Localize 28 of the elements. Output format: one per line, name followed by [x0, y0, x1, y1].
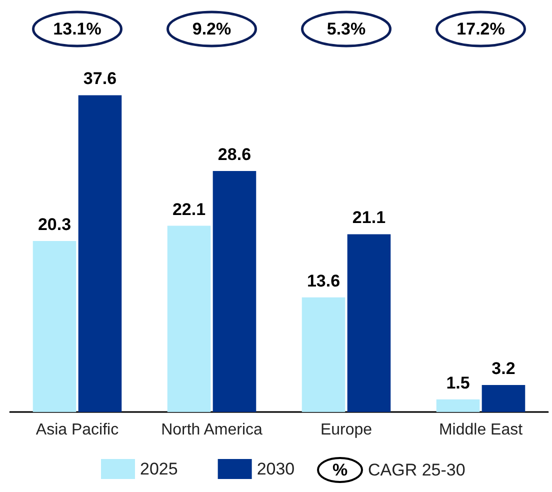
text: %	[332, 460, 348, 480]
data-label: 1.5	[446, 373, 470, 392]
data-label: 20.3	[38, 214, 72, 234]
bar	[167, 226, 211, 412]
text: 13.1%	[53, 20, 102, 38]
text: 5.3%	[326, 20, 366, 38]
x-tick-label: Europe	[320, 422, 372, 438]
bar	[212, 171, 256, 412]
data-label: 13.6	[306, 271, 340, 290]
text: CAGR 25-30	[368, 460, 466, 480]
data-label: 28.6	[218, 145, 252, 164]
data-label: 21.1	[352, 208, 386, 228]
x-tick-label: Middle East	[438, 422, 524, 438]
bar	[78, 95, 122, 412]
data-label: 3.2	[492, 359, 516, 378]
data-label: 22.1	[172, 200, 206, 219]
x-tick-label: North America	[161, 422, 263, 438]
bar	[347, 234, 391, 412]
x-tick-label: Asia Pacific	[36, 422, 119, 438]
bar	[32, 240, 76, 412]
legend-label: 2025	[140, 460, 178, 478]
bar	[482, 385, 526, 412]
bar	[302, 297, 346, 412]
text: 17.2%	[456, 20, 505, 38]
legend-label: 2030	[256, 460, 295, 478]
data-label: 37.6	[83, 69, 117, 88]
bar	[436, 399, 480, 412]
text: 9.2%	[192, 20, 232, 38]
